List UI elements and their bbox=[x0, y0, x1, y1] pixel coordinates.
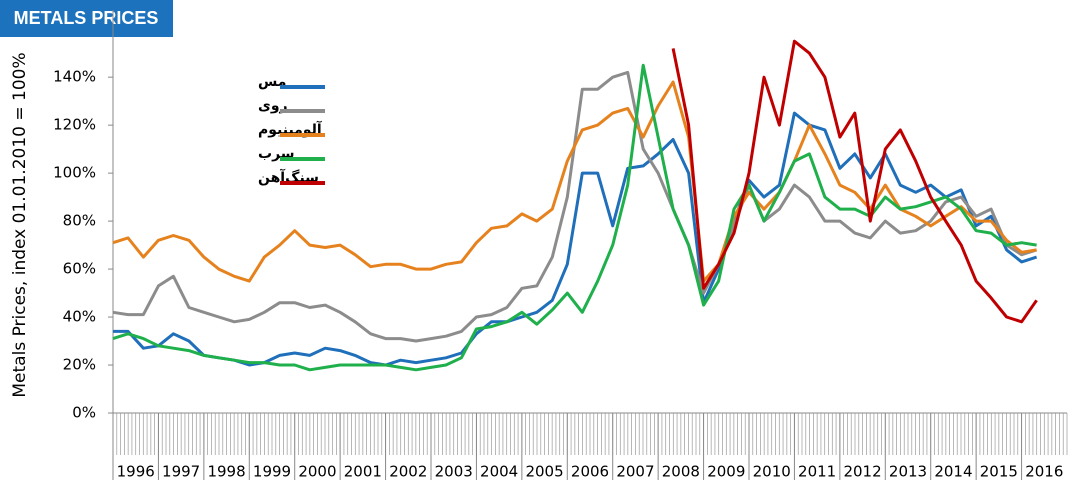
x-tick-label: 2004 bbox=[480, 463, 518, 480]
x-tick-label: 2016 bbox=[1025, 463, 1063, 480]
title-box bbox=[0, 0, 173, 37]
y-tick-label: 80% bbox=[63, 212, 96, 230]
y-tick-label: 20% bbox=[63, 356, 96, 374]
x-tick-label: 2011 bbox=[798, 463, 836, 480]
x-tick-label: 2010 bbox=[753, 463, 791, 480]
x-tick-label: 2012 bbox=[843, 463, 881, 480]
chart-title: METALS PRICES bbox=[14, 8, 159, 28]
x-tick-label: 2009 bbox=[707, 463, 745, 480]
x-tick-label: 1998 bbox=[207, 463, 245, 480]
x-tick-label: 2015 bbox=[980, 463, 1018, 480]
legend-label: مس bbox=[258, 74, 286, 90]
x-tick-label: 1999 bbox=[253, 463, 291, 480]
y-tick-label: 140% bbox=[53, 68, 96, 86]
x-tick-label: 2002 bbox=[389, 463, 427, 480]
y-tick-label: 100% bbox=[53, 164, 96, 182]
x-tick-label: 1997 bbox=[162, 463, 200, 480]
y-axis-label: Metals Prices, index 01.01.2010 = 100% bbox=[10, 52, 30, 397]
x-tick-label: 1996 bbox=[117, 463, 155, 480]
y-tick-label: 0% bbox=[72, 404, 96, 422]
x-tick-label: 2007 bbox=[616, 463, 654, 480]
x-tick-label: 2013 bbox=[889, 463, 927, 480]
x-tick-label: 2003 bbox=[435, 463, 473, 480]
x-tick-label: 2005 bbox=[525, 463, 563, 480]
y-tick-label: 120% bbox=[53, 116, 96, 134]
y-tick-label: 60% bbox=[63, 260, 96, 278]
x-tick-label: 2008 bbox=[662, 463, 700, 480]
x-tick-label: 2000 bbox=[298, 463, 336, 480]
series-line bbox=[671, 39, 1038, 324]
x-tick-label: 2014 bbox=[934, 463, 972, 480]
x-tick-label: 2006 bbox=[571, 463, 609, 480]
y-tick-label: 40% bbox=[63, 308, 96, 326]
series-line bbox=[112, 80, 1037, 283]
series-line bbox=[112, 63, 1037, 372]
x-tick-label: 2001 bbox=[344, 463, 382, 480]
